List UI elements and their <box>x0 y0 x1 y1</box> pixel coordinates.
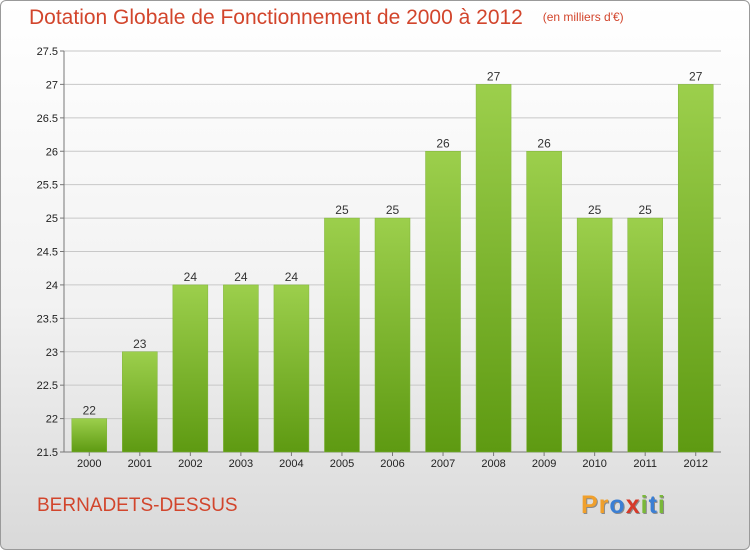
value-label-2002: 24 <box>184 270 198 284</box>
logo-letter: P <box>581 491 599 519</box>
x-tick-label-2004: 2004 <box>279 458 303 470</box>
x-tick-label-2008: 2008 <box>481 458 505 470</box>
x-tick-label-2007: 2007 <box>431 458 455 470</box>
value-label-2009: 26 <box>537 136 551 150</box>
commune-name: BERNADETS-DESSUS <box>37 495 238 516</box>
y-tick-label: 27 <box>46 79 58 91</box>
x-tick-label-2001: 2001 <box>128 458 152 470</box>
bar-2003 <box>223 284 259 453</box>
bar-2011 <box>627 217 663 453</box>
x-tick-label-2010: 2010 <box>582 458 606 470</box>
y-tick-label: 23 <box>46 347 58 359</box>
bar-2006 <box>374 217 411 453</box>
y-tick-label: 23.5 <box>37 313 58 325</box>
y-tick-label: 26 <box>46 146 58 158</box>
value-label-2007: 26 <box>436 136 450 150</box>
x-tick-label-2003: 2003 <box>229 458 253 470</box>
y-tick-label: 27.5 <box>37 46 58 58</box>
y-tick-label: 24.5 <box>37 247 58 259</box>
bar-2010 <box>576 217 613 453</box>
bar-2012 <box>677 84 714 453</box>
x-tick-label-2005: 2005 <box>330 458 354 470</box>
value-label-2008: 27 <box>487 69 501 83</box>
bar-2001 <box>122 351 158 453</box>
bar-2004 <box>273 284 310 453</box>
x-tick-label-2002: 2002 <box>178 458 202 470</box>
y-tick-label: 25.5 <box>37 180 58 192</box>
value-label-2011: 25 <box>639 203 653 217</box>
value-label-2012: 27 <box>689 69 703 83</box>
chart-unit: (en milliers d'€) <box>542 10 624 24</box>
y-tick-label: 25 <box>46 213 58 225</box>
y-tick-label: 26.5 <box>37 113 58 125</box>
x-tick-label-2012: 2012 <box>683 458 707 470</box>
labels: 21.5 22 22.5 23 23.5 24 24.5 25 25.5 26 26.5 27 27.5… <box>37 46 708 470</box>
y-tick-label: 22 <box>46 414 58 426</box>
value-label-2001: 23 <box>133 337 147 351</box>
value-label-2006: 25 <box>386 203 400 217</box>
logo-letter: t <box>648 491 658 519</box>
value-label-2010: 25 <box>588 203 602 217</box>
logo-letter: i <box>657 491 666 519</box>
bar-2005 <box>324 217 360 453</box>
bar-2000 <box>71 418 108 453</box>
proxiti-logo[interactable]: Proxiti <box>581 491 666 520</box>
bars <box>71 84 714 453</box>
bar-2009 <box>526 151 562 453</box>
y-tick-label: 22.5 <box>37 380 58 392</box>
bar-2007 <box>425 151 461 453</box>
chart-title-text: Dotation Globale de Fonctionnement de 20… <box>29 6 523 29</box>
y-tick-label: 24 <box>46 280 58 292</box>
x-tick-label-2009: 2009 <box>532 458 556 470</box>
x-tick-label-2000: 2000 <box>77 458 101 470</box>
x-tick-label-2006: 2006 <box>380 458 404 470</box>
logo-letter: r <box>598 491 610 519</box>
chart-title: Dotation Globale de Fonctionnement de 20… <box>29 6 624 30</box>
bar-2008 <box>475 84 512 453</box>
value-label-2004: 24 <box>285 270 299 284</box>
value-label-2003: 24 <box>234 270 248 284</box>
logo-letter: o <box>609 491 626 519</box>
value-label-2005: 25 <box>335 203 349 217</box>
y-tick-label: 21.5 <box>37 447 58 459</box>
bar-2002 <box>172 284 209 453</box>
logo-letter: x <box>625 491 641 519</box>
logo-letter: i <box>640 491 649 519</box>
value-label-2000: 22 <box>83 404 97 418</box>
x-tick-label-2011: 2011 <box>633 458 657 470</box>
